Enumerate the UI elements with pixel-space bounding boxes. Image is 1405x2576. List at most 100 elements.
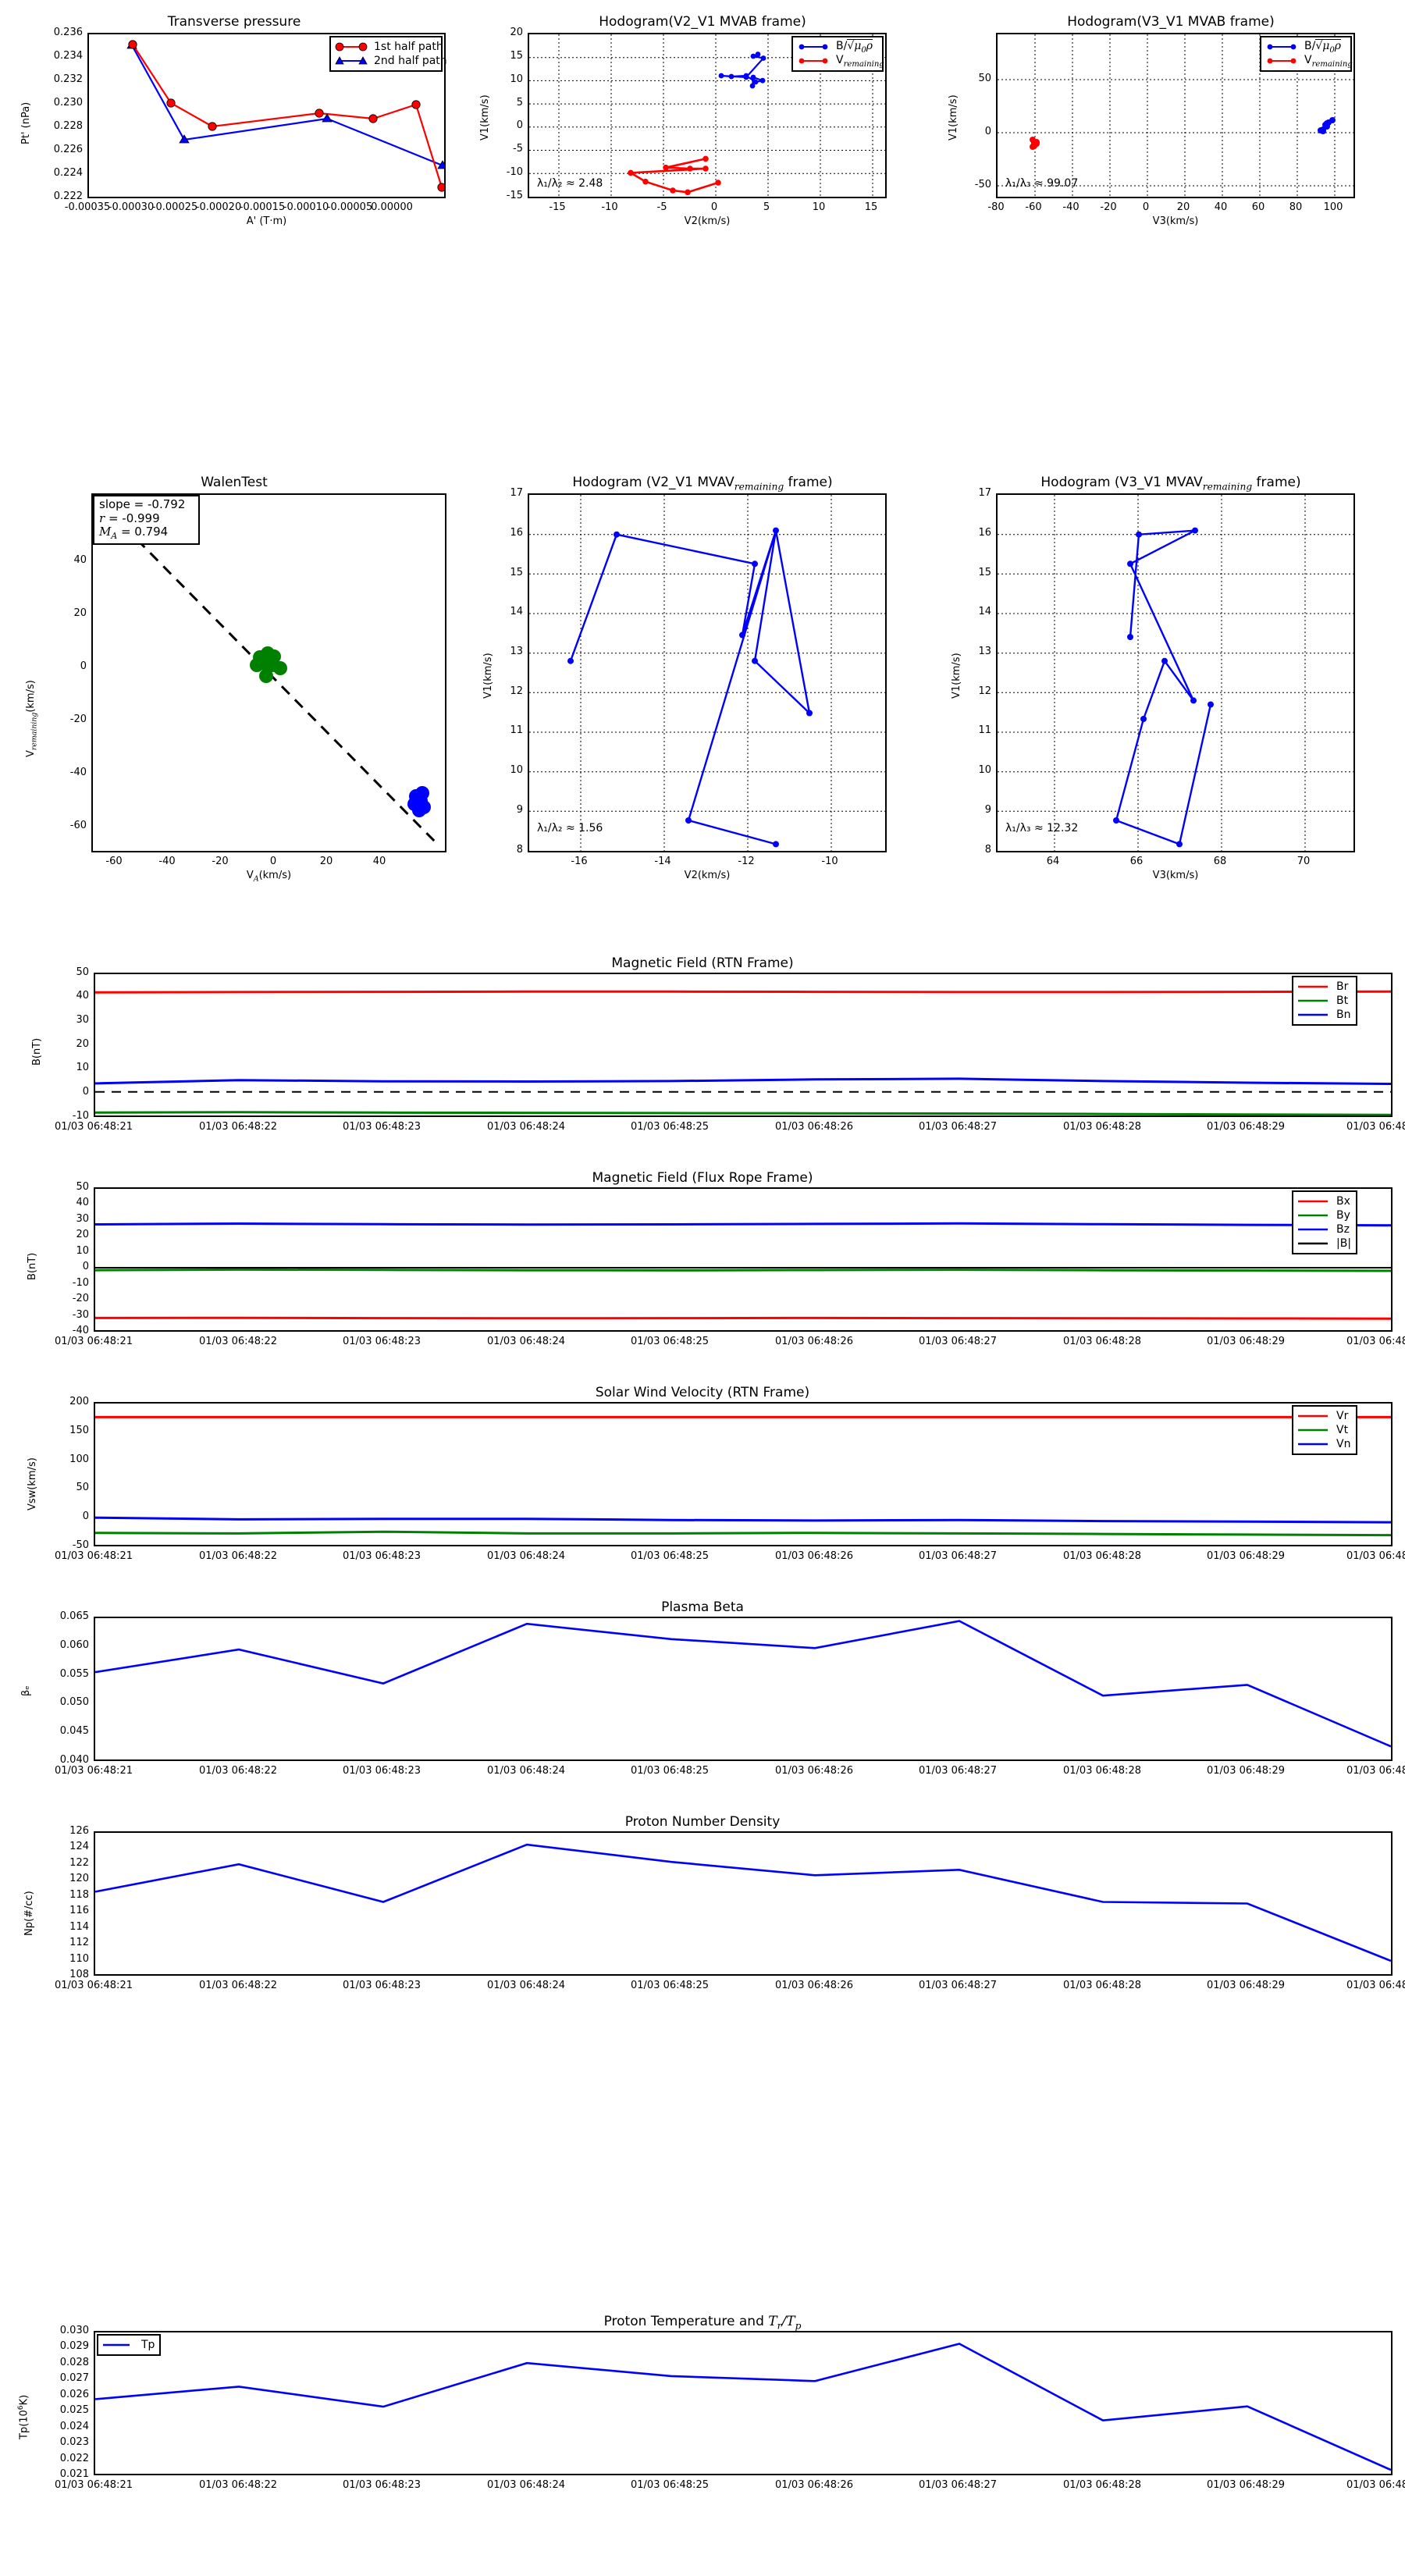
xtick-time: 01/03 06:48:27 — [919, 1550, 997, 1562]
series-plasma-beta — [95, 1620, 1391, 1748]
ytick: -10 — [72, 1277, 89, 1289]
ytick: 20 — [76, 1038, 89, 1050]
legend-item: Vremaining — [1264, 54, 1353, 68]
ytick: 0.050 — [59, 1696, 89, 1708]
panel-title: Transverse pressure — [167, 14, 301, 30]
cluster-green — [250, 646, 287, 683]
legend-symbol-by — [1297, 1210, 1331, 1221]
xtick-time: 01/03 06:48:23 — [343, 1980, 421, 1991]
markers-v1-vs-v2 — [567, 527, 813, 848]
ytick: 0.040 — [59, 1754, 89, 1766]
series-proton-temperature — [95, 2343, 1391, 2471]
legend-item: Bx — [1297, 1194, 1351, 1208]
plot-area — [94, 1187, 1393, 1332]
xtick-time: 01/03 06:48:27 — [919, 1121, 997, 1133]
xtick: 68 — [1213, 856, 1227, 867]
ytick: 10 — [510, 764, 523, 776]
ytick: 0.224 — [53, 167, 83, 179]
xtick-time: 01/03 06:48:25 — [631, 2479, 709, 2491]
x-axis-label: A' (T·m) — [246, 215, 287, 227]
ytick: 10 — [76, 1245, 89, 1257]
legend-symbol-vt — [1297, 1425, 1331, 1436]
legend-symbol-bn — [1297, 1009, 1331, 1020]
ytick: 0.230 — [53, 97, 83, 109]
xtick-time: 01/03 06:48:24 — [487, 1336, 565, 1347]
xtick: -0.00020 — [195, 201, 242, 213]
ytick: 15 — [978, 567, 991, 578]
legend-label: Bt — [1336, 994, 1349, 1007]
legend-item: Bz — [1297, 1222, 1351, 1236]
panel-title: Plasma Beta — [661, 1599, 744, 1615]
xtick: -10 — [821, 856, 838, 867]
np-line — [95, 1843, 1391, 1962]
plot-area — [94, 1831, 1393, 1976]
walen-alfven-mach: MA = 0.794 — [99, 525, 169, 542]
series-v-remaining — [627, 158, 719, 194]
ytick: 12 — [510, 685, 523, 697]
xtick-time: 01/03 06:48:25 — [631, 1121, 709, 1133]
vsw-lines — [95, 1415, 1391, 1537]
xtick-time: 01/03 06:48:29 — [1207, 1980, 1285, 1991]
legend-item: Vr — [1297, 1409, 1351, 1423]
markers-1st-half-path — [128, 40, 444, 192]
fit-line — [96, 498, 441, 848]
xtick-time: 01/03 06:48:29 — [1207, 1336, 1285, 1347]
y-axis-label: Vsw(km/s) — [27, 1457, 38, 1510]
xtick: 70 — [1297, 856, 1311, 867]
ytick: 50 — [76, 1482, 89, 1493]
y-axis-label: Pt' (nPa) — [20, 101, 32, 144]
ytick: 0.027 — [59, 2372, 89, 2384]
panel-title: Solar Wind Velocity (RTN Frame) — [595, 1385, 810, 1400]
y-axis-label: V1(km/s) — [479, 94, 491, 141]
ytick: 0.060 — [59, 1639, 89, 1651]
legend-symbol-circle-red — [334, 41, 368, 52]
legend-label: Bz — [1336, 1223, 1350, 1236]
xtick-time: 01/03 06:48:23 — [343, 1765, 421, 1777]
legend-symbol-line-blue — [1264, 41, 1299, 52]
legend-label-v-remaining: Vremaining — [836, 53, 884, 69]
legend-label: Vr — [1336, 1410, 1349, 1422]
xtick-time: 01/03 06:48:25 — [631, 1550, 709, 1562]
xtick: -12 — [738, 856, 755, 867]
ytick: 0.028 — [59, 2357, 89, 2368]
ytick: 0.234 — [53, 50, 83, 62]
xtick-time: 01/03 06:48:26 — [775, 1121, 853, 1133]
ytick: 0.228 — [53, 120, 83, 132]
y-axis-label: βₑ — [20, 1685, 32, 1696]
xtick: -0.00005 — [326, 201, 373, 213]
xtick-time: 01/03 06:48:22 — [199, 1121, 277, 1133]
markers-v1-vs-v3 — [1113, 527, 1214, 848]
xtick: 10 — [812, 201, 826, 213]
series-proton-density — [95, 1843, 1391, 1962]
xtick: -16 — [571, 856, 588, 867]
walen-slope: slope = -0.792 — [99, 497, 186, 511]
markers-2nd-half-path — [126, 40, 444, 169]
legend-transverse-pressure: 1st half path 2nd half path — [329, 36, 447, 72]
xtick-time: 01/03 06:48:21 — [55, 1980, 133, 1991]
legend-item: Bn — [1297, 1008, 1351, 1022]
x-axis-label: VA(km/s) — [246, 870, 292, 884]
legend-item: B/√μ0ρ — [1264, 38, 1346, 54]
xtick-time: 01/03 06:48:25 — [631, 1336, 709, 1347]
series-2nd-half-path — [131, 44, 443, 167]
series-by — [95, 1268, 1391, 1272]
series-bt — [95, 1111, 1391, 1115]
xtick-time: 01/03 06:48:23 — [343, 1336, 421, 1347]
ytick: 0.232 — [53, 73, 83, 85]
ytick: 15 — [510, 567, 523, 578]
legend-label: By — [1336, 1209, 1350, 1222]
ytick: 0.025 — [59, 2404, 89, 2416]
ytick: -20 — [72, 1293, 89, 1304]
xtick-time: 01/03 06:48:23 — [343, 2479, 421, 2491]
b-rtn-lines — [95, 990, 1391, 1115]
legend-symbol-vn — [1297, 1439, 1331, 1450]
xtick: -20 — [1100, 201, 1117, 213]
ytick: 8 — [516, 844, 523, 856]
ytick: 0.030 — [59, 2325, 89, 2336]
ytick: 120 — [69, 1873, 89, 1884]
xtick: 20 — [1176, 201, 1190, 213]
xtick: 64 — [1046, 856, 1060, 867]
panel-title: Proton Temperature and Tr/Tp — [603, 2314, 802, 2332]
legend-item: 1st half path — [334, 40, 443, 54]
x-axis-label: V2(km/s) — [684, 215, 731, 227]
